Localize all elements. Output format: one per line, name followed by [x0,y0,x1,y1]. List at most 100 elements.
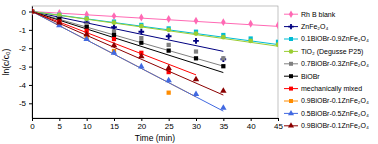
x-tick-mark [114,118,115,121]
legend-item: BiOBr [284,73,320,80]
point [194,49,198,53]
y-tick-label: -1 [19,26,27,35]
point [166,33,172,39]
legend-label: TiO₂ (Degusse P25) [301,48,363,56]
y-tick-mark [29,103,32,104]
legend: Rh B blank ZnFe₂O₄ 0.1BiOBr-0.9ZnFe₂O₄ TiO₂… [284,10,369,129]
legend-item: 0.9BiOBr-0.1ZnFe₂O₄ [284,97,369,104]
point [112,33,116,37]
trend-line [32,12,223,112]
legend-swatch-marker [289,37,293,41]
legend-item: 0.5BiOBr-0.5ZnFe₂O₄ [284,110,369,117]
x-tick: 40 [247,118,256,131]
y-tick-label: 0 [22,8,27,17]
point [221,64,225,68]
point [166,27,171,32]
trend-line [32,12,278,47]
y-tick-label: -3 [19,63,27,72]
y-tick-mark [29,30,32,31]
point [221,35,226,40]
x-tick-mark [278,118,279,121]
point [220,56,226,62]
series [32,9,225,66]
y-tick: -5 [19,99,32,108]
legend-swatch-marker [288,122,294,127]
series [32,9,225,72]
point [194,31,199,36]
y-axis: 0-1-2-3-4-5 [19,7,33,119]
x-tick-label: 45 [274,122,283,131]
point [139,24,144,29]
point [32,8,35,14]
chart: 0510152025303540450-1-2-3-4-5Time (min)l… [0,0,378,144]
trend-line [32,12,196,75]
x-tick-mark [251,118,252,121]
legend-label: Rh B blank [301,11,336,18]
point [193,76,199,82]
point [32,8,34,16]
x-tick: 25 [165,118,174,131]
x-tick-label: 15 [110,122,119,131]
point [165,77,171,83]
point [138,53,144,59]
point [220,104,226,110]
point [194,56,198,60]
point [57,9,62,17]
series [32,8,227,95]
y-tick: -2 [19,44,32,53]
y-axis-line [32,7,33,119]
legend-swatch-marker [289,74,293,78]
point [165,64,171,70]
y-axis-title: ln(c/c₀) [1,49,11,76]
x-tick-label: 25 [165,122,174,131]
x-tick-label: 30 [192,122,201,131]
trend-line [32,12,223,67]
x-tick: 45 [274,118,283,131]
legend-item: ZnFe₂O₄ [284,23,329,30]
legend-label: BiOBr [301,73,320,80]
x-tick-label: 5 [58,122,63,131]
x-axis: 051015202530354045 [30,118,283,131]
point [248,38,253,43]
series [32,9,196,74]
x-tick: 5 [58,118,63,131]
series [32,8,227,111]
point [112,20,117,25]
y-tick: -3 [19,63,32,72]
legend-swatch-marker [289,49,294,54]
legend-swatch-marker [288,110,294,115]
point [166,15,171,23]
legend-label: 0.1BiOBr-0.9ZnFe₂O₄ [301,35,369,42]
trend-line [32,12,223,73]
x-tick-mark [87,118,88,121]
point [276,21,278,29]
y-tick: -1 [19,26,32,35]
x-tick-mark [196,118,197,121]
x-tick-mark [169,118,170,121]
legend-item: TiO₂ (Degusse P25) [284,48,363,56]
x-tick: 10 [83,118,92,131]
point [83,31,89,37]
y-tick-label: -2 [19,44,27,53]
point [193,38,199,44]
x-tick: 15 [110,118,119,131]
x-tick-mark [59,118,60,121]
point [167,43,171,47]
trend-line [32,12,223,96]
x-tick: 20 [137,118,146,131]
point [112,37,116,41]
x-tick: 35 [219,118,228,131]
point [139,41,143,45]
y-tick-mark [29,85,32,86]
point [112,12,117,20]
point [221,56,225,60]
legend-label: ZnFe₂O₄ [301,23,329,30]
legend-swatch-marker [289,10,293,17]
legend-swatch-marker [288,24,293,29]
point [111,24,117,30]
y-tick-mark [29,48,32,49]
legend-swatch-marker [289,99,293,103]
y-tick-mark [29,67,32,68]
point [85,16,89,20]
x-axis-title: Time (min) [135,133,175,143]
